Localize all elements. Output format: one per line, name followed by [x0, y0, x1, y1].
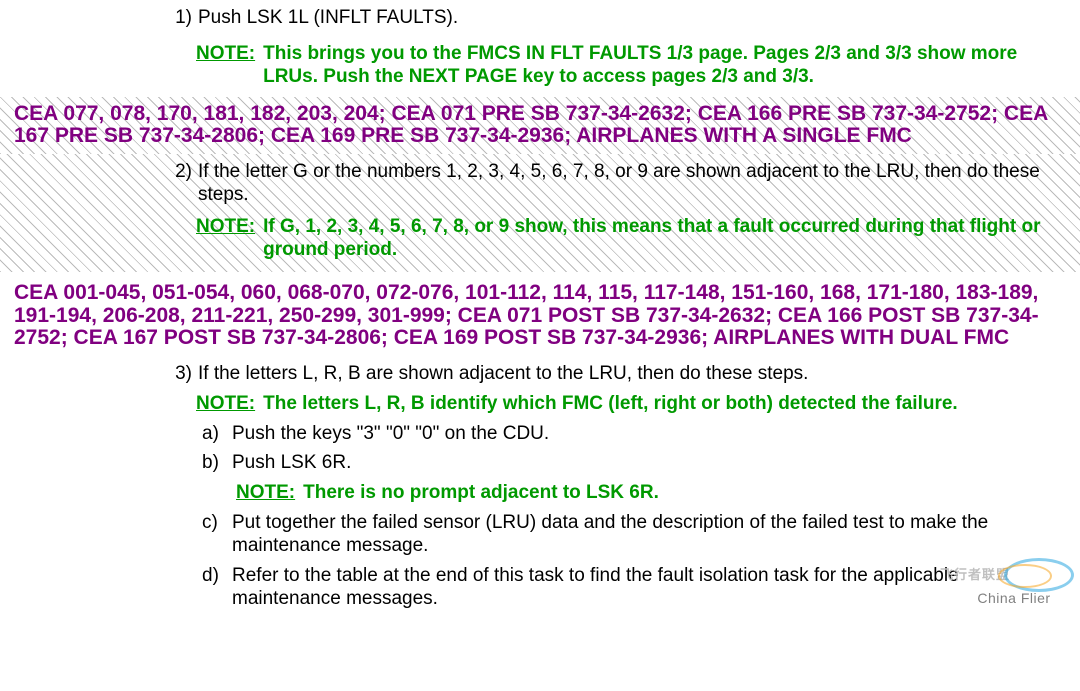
step-2-note: NOTE: If G, 1, 2, 3, 4, 5, 6, 7, 8, or 9…: [0, 216, 1080, 262]
step-3d-text: Refer to the table at the end of this ta…: [232, 564, 1060, 610]
note-text: This brings you to the FMCS IN FLT FAULT…: [263, 43, 1060, 89]
step-2: 2) If the letter G or the numbers 1, 2, …: [0, 160, 1080, 206]
step-2-number: 2): [164, 160, 192, 183]
step-3-text: If the letters L, R, B are shown adjacen…: [198, 362, 1060, 385]
step-3b-text: Push LSK 6R.: [232, 451, 1060, 474]
note-label: NOTE:: [196, 216, 255, 239]
step-1-note: NOTE: This brings you to the FMCS IN FLT…: [0, 43, 1080, 89]
effectivity-2: CEA 001-045, 051-054, 060, 068-070, 072-…: [0, 278, 1080, 354]
step-3d-label: d): [202, 564, 226, 587]
step-3c-label: c): [202, 511, 226, 534]
note-label: NOTE:: [196, 393, 255, 416]
step-2-text: If the letter G or the numbers 1, 2, 3, …: [198, 160, 1060, 206]
note-label: NOTE:: [236, 482, 295, 505]
step-3d: d) Refer to the table at the end of this…: [0, 564, 1080, 610]
step-3b-note: NOTE: There is no prompt adjacent to LSK…: [0, 482, 1080, 505]
step-3b-label: b): [202, 451, 226, 474]
step-2-block-hatched: 2) If the letter G or the numbers 1, 2, …: [0, 154, 1080, 272]
step-1-text: Push LSK 1L (INFLT FAULTS).: [198, 6, 1060, 29]
step-3-number: 3): [164, 362, 192, 385]
effectivity-block-1-hatched: CEA 077, 078, 170, 181, 182, 203, 204; C…: [0, 97, 1080, 154]
document-page: 1) Push LSK 1L (INFLT FAULTS). NOTE: Thi…: [0, 0, 1080, 610]
note-label: NOTE:: [196, 43, 255, 66]
step-3c-text: Put together the failed sensor (LRU) dat…: [232, 511, 1060, 557]
note-text: The letters L, R, B identify which FMC (…: [263, 393, 1060, 416]
step-3: 3) If the letters L, R, B are shown adja…: [0, 362, 1080, 385]
step-1: 1) Push LSK 1L (INFLT FAULTS).: [0, 0, 1080, 29]
step-3a-label: a): [202, 422, 226, 445]
note-text: There is no prompt adjacent to LSK 6R.: [303, 482, 1060, 505]
step-3c: c) Put together the failed sensor (LRU) …: [0, 511, 1080, 557]
step-3b: b) Push LSK 6R.: [0, 451, 1080, 474]
effectivity-1: CEA 077, 078, 170, 181, 182, 203, 204; C…: [0, 99, 1080, 152]
step-1-number: 1): [164, 6, 192, 29]
step-3a: a) Push the keys "3" "0" "0" on the CDU.: [0, 422, 1080, 445]
step-3a-text: Push the keys "3" "0" "0" on the CDU.: [232, 422, 1060, 445]
note-text: If G, 1, 2, 3, 4, 5, 6, 7, 8, or 9 show,…: [263, 216, 1060, 262]
step-3-note: NOTE: The letters L, R, B identify which…: [0, 393, 1080, 416]
